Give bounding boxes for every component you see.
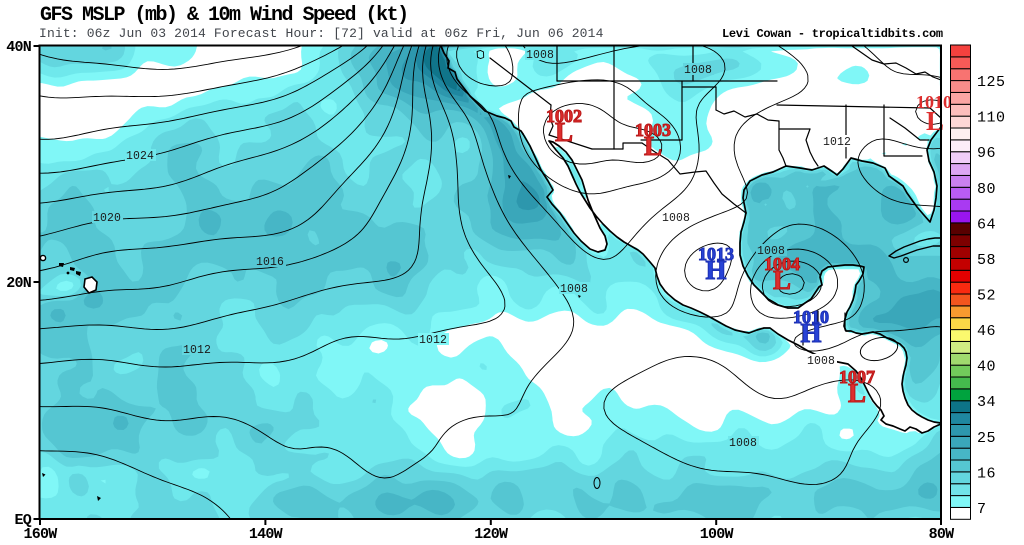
- svg-text:80W: 80W: [929, 526, 955, 543]
- svg-text:1008: 1008: [526, 49, 554, 62]
- svg-text:H: H: [705, 255, 726, 285]
- svg-text:1013: 1013: [698, 244, 734, 264]
- svg-text:34: 34: [977, 394, 996, 411]
- svg-text:GFS MSLP (mb) & 10m Wind Speed: GFS MSLP (mb) & 10m Wind Speed (kt): [40, 4, 408, 27]
- svg-text:1010: 1010: [793, 307, 829, 327]
- svg-text:1016: 1016: [256, 256, 284, 269]
- svg-text:1008: 1008: [729, 437, 757, 450]
- svg-text:1008: 1008: [684, 64, 712, 77]
- svg-text:46: 46: [977, 323, 996, 340]
- svg-text:7: 7: [977, 501, 987, 518]
- svg-text:1024: 1024: [126, 150, 154, 163]
- svg-text:110: 110: [977, 110, 1006, 127]
- svg-text:L: L: [773, 265, 791, 295]
- svg-text:125: 125: [977, 74, 1006, 91]
- svg-text:16: 16: [977, 465, 996, 482]
- svg-text:20N: 20N: [6, 275, 32, 292]
- svg-text:1012: 1012: [419, 334, 447, 347]
- svg-text:40N: 40N: [6, 39, 32, 56]
- svg-text:H: H: [800, 318, 821, 348]
- svg-text:64: 64: [977, 216, 996, 233]
- svg-text:40: 40: [977, 359, 996, 376]
- svg-text:L: L: [848, 378, 866, 408]
- svg-text:L: L: [926, 106, 944, 136]
- svg-text:80: 80: [977, 181, 996, 198]
- svg-text:EQ: EQ: [14, 512, 31, 529]
- svg-text:1020: 1020: [93, 212, 121, 225]
- svg-text:1012: 1012: [183, 344, 211, 357]
- svg-text:1010: 1010: [916, 92, 952, 112]
- svg-text:25: 25: [977, 430, 996, 447]
- svg-text:1008: 1008: [807, 355, 835, 368]
- svg-text:1003: 1003: [635, 120, 671, 140]
- svg-text:1008: 1008: [560, 283, 588, 296]
- svg-text:140W: 140W: [249, 526, 283, 543]
- svg-text:1004: 1004: [764, 254, 800, 274]
- svg-text:L: L: [644, 131, 662, 161]
- svg-text:1008: 1008: [757, 245, 785, 258]
- svg-text:120W: 120W: [474, 526, 508, 543]
- svg-text:1007: 1007: [839, 367, 875, 387]
- svg-text:100W: 100W: [700, 526, 734, 543]
- svg-text:1008: 1008: [662, 212, 690, 225]
- svg-text:96: 96: [977, 145, 996, 162]
- svg-text:160W: 160W: [23, 526, 57, 543]
- svg-text:L: L: [555, 117, 573, 147]
- svg-text:58: 58: [977, 252, 996, 269]
- svg-text:Levi Cowan - tropicaltidbits.c: Levi Cowan - tropicaltidbits.com: [722, 27, 943, 41]
- svg-text:1012: 1012: [823, 136, 851, 149]
- svg-text:52: 52: [977, 288, 996, 305]
- svg-text:1002: 1002: [546, 106, 582, 126]
- svg-text:Init: 06z Jun 03 2014 Forecast: Init: 06z Jun 03 2014 Forecast Hour: [72…: [39, 26, 604, 41]
